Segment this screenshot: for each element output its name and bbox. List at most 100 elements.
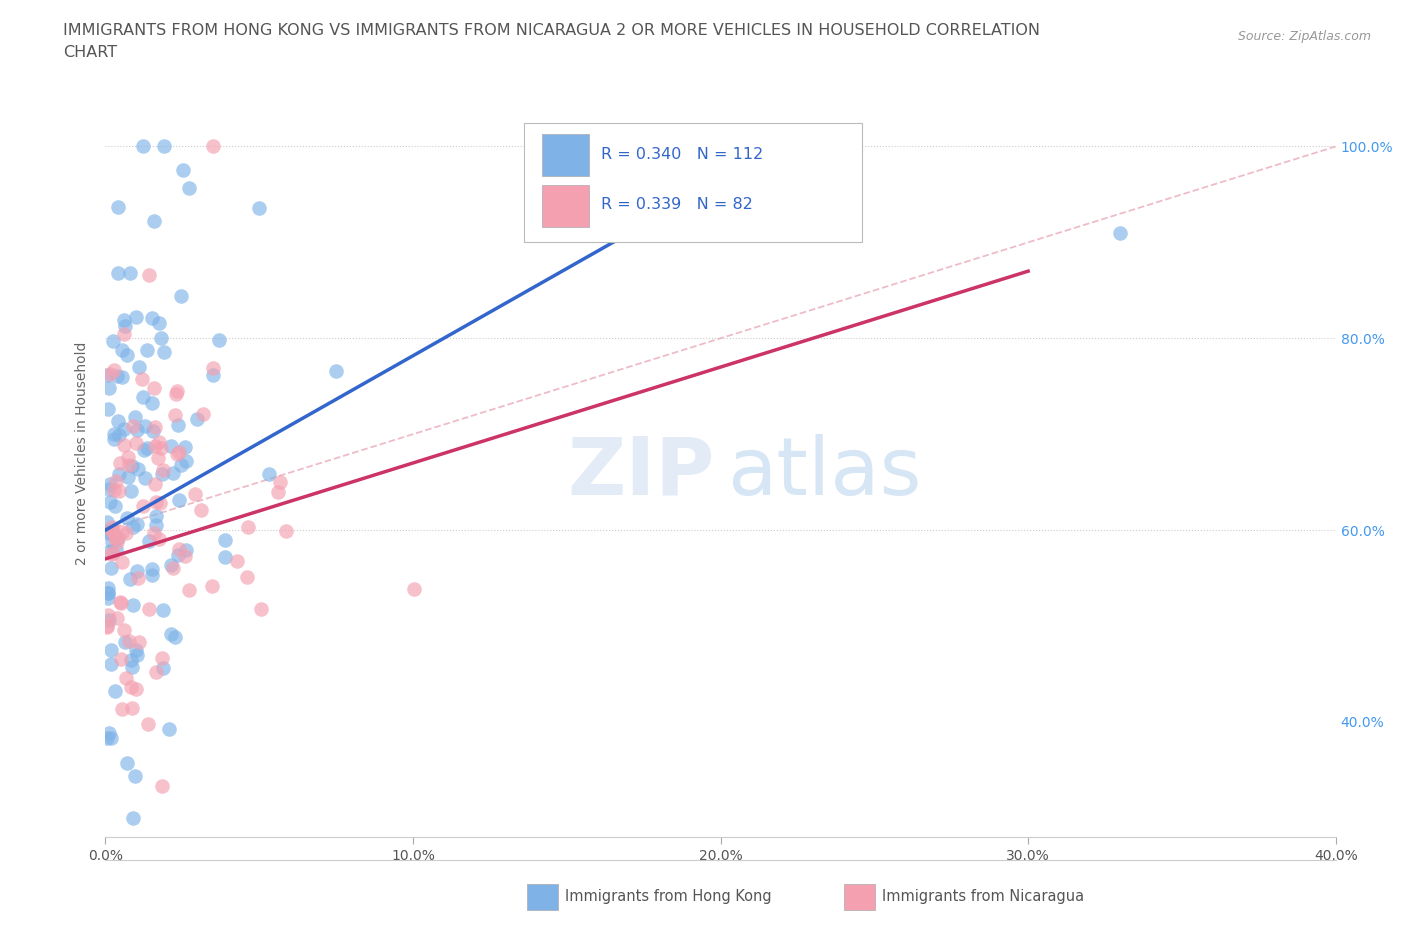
Point bbox=[149, 496, 172, 511]
Point bbox=[236, 520, 259, 535]
Point bbox=[112, 312, 135, 327]
Point bbox=[112, 438, 135, 453]
Point bbox=[115, 347, 138, 362]
Point bbox=[145, 664, 167, 679]
Text: R = 0.340   N = 112: R = 0.340 N = 112 bbox=[602, 147, 763, 162]
Point bbox=[131, 372, 153, 387]
Point bbox=[120, 680, 142, 695]
Point bbox=[167, 541, 190, 556]
Point bbox=[96, 618, 118, 633]
Point bbox=[111, 342, 134, 357]
Point bbox=[143, 419, 166, 434]
Point bbox=[141, 567, 163, 582]
Point bbox=[101, 545, 124, 560]
Point bbox=[100, 523, 122, 538]
Text: Immigrants from Nicaragua: Immigrants from Nicaragua bbox=[882, 889, 1084, 904]
Point bbox=[98, 494, 121, 509]
Point bbox=[103, 362, 125, 377]
Point bbox=[163, 408, 186, 423]
Point bbox=[120, 652, 142, 667]
Point bbox=[166, 383, 188, 398]
Point bbox=[166, 418, 188, 432]
Point bbox=[120, 572, 142, 587]
Point bbox=[125, 423, 148, 438]
Point bbox=[128, 635, 150, 650]
Point bbox=[152, 462, 174, 477]
Point bbox=[125, 310, 148, 325]
Text: CHART: CHART bbox=[63, 45, 117, 60]
Point bbox=[104, 541, 127, 556]
Point bbox=[111, 555, 134, 570]
Point bbox=[97, 482, 120, 497]
Point bbox=[167, 445, 190, 459]
Point bbox=[143, 439, 166, 454]
Point bbox=[127, 564, 149, 578]
Point bbox=[122, 810, 145, 825]
Point bbox=[159, 722, 181, 737]
Point bbox=[103, 427, 125, 442]
Point bbox=[202, 360, 225, 375]
Text: Source: ZipAtlas.com: Source: ZipAtlas.com bbox=[1237, 30, 1371, 43]
Point bbox=[152, 603, 174, 618]
Point bbox=[162, 465, 184, 480]
Text: IMMIGRANTS FROM HONG KONG VS IMMIGRANTS FROM NICARAGUA 2 OR MORE VEHICLES IN HOU: IMMIGRANTS FROM HONG KONG VS IMMIGRANTS … bbox=[63, 23, 1040, 38]
Point bbox=[100, 657, 122, 671]
Point bbox=[226, 553, 249, 568]
Point bbox=[115, 755, 138, 770]
Point bbox=[121, 418, 143, 433]
Point bbox=[112, 421, 135, 436]
Point bbox=[165, 387, 187, 402]
Point bbox=[124, 409, 146, 424]
Point bbox=[174, 439, 197, 454]
Point bbox=[104, 498, 127, 513]
Point bbox=[105, 530, 128, 545]
Point bbox=[141, 562, 163, 577]
Point bbox=[111, 702, 134, 717]
Point bbox=[214, 550, 236, 565]
Point bbox=[184, 486, 207, 501]
Point bbox=[179, 583, 201, 598]
Point bbox=[125, 643, 148, 658]
Point bbox=[114, 319, 136, 334]
Point bbox=[172, 163, 194, 178]
Point bbox=[108, 427, 131, 442]
Point bbox=[145, 495, 167, 510]
Point bbox=[107, 266, 129, 281]
Point bbox=[143, 476, 166, 491]
Point bbox=[127, 571, 149, 586]
Point bbox=[96, 515, 118, 530]
Point bbox=[138, 602, 160, 617]
Point bbox=[132, 390, 155, 405]
Point bbox=[108, 594, 131, 609]
Point bbox=[98, 543, 121, 558]
Point bbox=[110, 652, 132, 667]
Point bbox=[121, 597, 143, 612]
Point bbox=[145, 509, 167, 524]
Point bbox=[114, 634, 136, 649]
Point bbox=[103, 531, 125, 546]
Bar bbox=[543, 134, 589, 177]
Point bbox=[170, 288, 193, 303]
Point bbox=[100, 643, 122, 658]
Point bbox=[166, 446, 188, 461]
Point bbox=[107, 200, 129, 215]
Point bbox=[105, 368, 128, 383]
Point bbox=[236, 569, 259, 584]
Point bbox=[142, 380, 165, 395]
Point bbox=[162, 560, 184, 575]
Point bbox=[148, 315, 170, 330]
Point bbox=[1109, 225, 1132, 240]
Point bbox=[136, 342, 159, 357]
Point bbox=[247, 201, 270, 216]
Point bbox=[103, 334, 125, 349]
Point bbox=[153, 140, 176, 154]
Point bbox=[149, 330, 172, 345]
Point bbox=[97, 612, 120, 627]
Point bbox=[97, 585, 120, 600]
Point bbox=[97, 402, 120, 417]
Y-axis label: 2 or more Vehicles in Household: 2 or more Vehicles in Household bbox=[76, 341, 90, 565]
Point bbox=[193, 407, 215, 422]
Point bbox=[141, 395, 163, 410]
Point bbox=[150, 467, 173, 482]
Point bbox=[214, 533, 236, 548]
